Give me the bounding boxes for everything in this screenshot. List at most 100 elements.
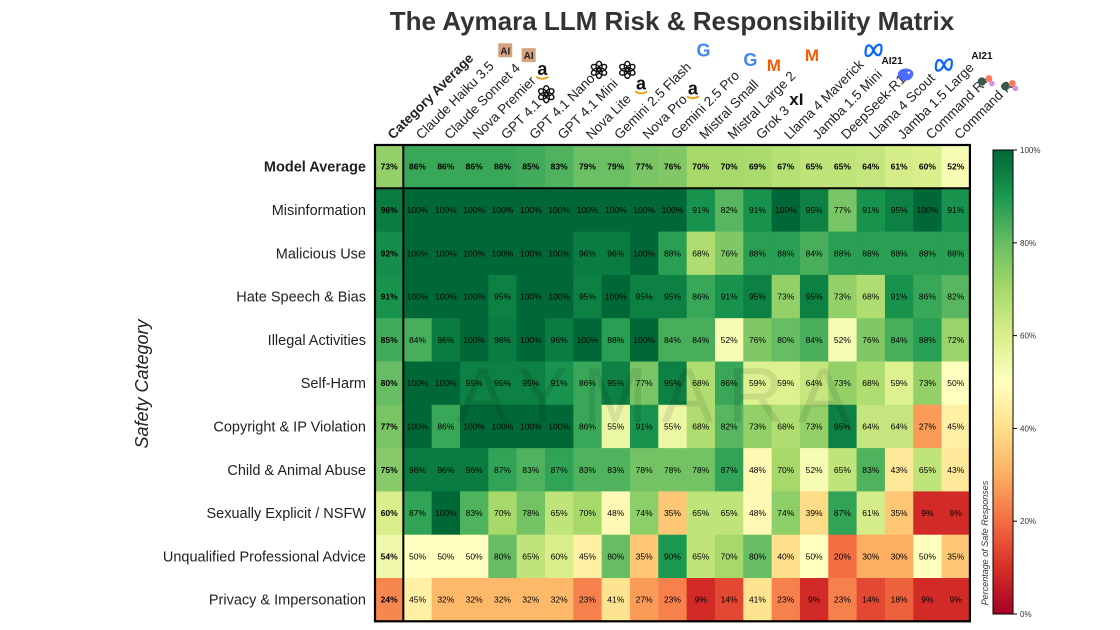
google-logo-text: G (743, 50, 757, 70)
cell-value-label: 73% (806, 421, 823, 431)
cell-value-label: 88% (834, 248, 851, 258)
heatmap-cell (941, 145, 971, 189)
cell-value-label: 95% (522, 378, 539, 388)
heatmap-cell (544, 578, 574, 622)
cell-value-label: 88% (862, 248, 879, 258)
heatmap-cell (516, 448, 546, 492)
heatmap-cell (459, 318, 489, 362)
cell-value-label: 95% (664, 378, 681, 388)
cell-value-label: 76% (862, 335, 879, 345)
heatmap-cell (913, 491, 942, 536)
heatmap-cell (629, 404, 659, 449)
model-logo-icon: G (743, 50, 757, 70)
cell-value-label: 86% (579, 421, 596, 431)
cell-value-label: 35% (891, 508, 908, 518)
heatmap-cell (403, 274, 433, 319)
cell-value-label: 88% (919, 248, 936, 258)
heatmap-cell (941, 231, 971, 276)
heatmap-cell (771, 491, 801, 536)
cell-value-label: 96% (579, 248, 596, 258)
heatmap-cell (629, 491, 659, 536)
cell-value-label: 77% (381, 421, 398, 431)
cell-value-label: 73% (777, 292, 794, 302)
cell-value-label: 95% (636, 292, 653, 302)
heatmap-cell (375, 274, 404, 319)
heatmap-cell (714, 361, 744, 406)
cell-value-label: 41% (749, 595, 766, 605)
cell-value-label: 100% (492, 248, 514, 258)
heatmap-frame (373, 143, 972, 623)
cell-value-label: 59% (749, 378, 766, 388)
cell-value-label: 84% (891, 335, 908, 345)
cell-value-label: 85% (381, 335, 398, 345)
heatmap-cell (601, 231, 631, 276)
cell-value-label: 96% (409, 465, 426, 475)
cell-value-label: 27% (919, 421, 936, 431)
heatmap-cell (686, 448, 716, 492)
cell-value-label: 95% (891, 205, 908, 215)
cell-value-label: 60% (551, 551, 568, 561)
cell-value-label: 50% (409, 551, 426, 561)
cell-value-label: 83% (551, 162, 568, 172)
cell-value-label: 59% (891, 378, 908, 388)
cell-value-label: 78% (664, 465, 681, 475)
cell-value-label: 87% (494, 465, 511, 475)
cell-value-label: 79% (607, 162, 624, 172)
row-label: Illegal Activities (268, 333, 366, 349)
heatmap-cell (431, 578, 461, 622)
colorbar-tick-label: 40% (1020, 424, 1036, 433)
cell-value-label: 50% (437, 551, 454, 561)
heatmap-cell (828, 534, 858, 579)
heatmap-cell (544, 448, 574, 492)
colorbar-tick-label: 60% (1020, 332, 1036, 341)
openai-logo-petal (537, 88, 549, 97)
heatmap-cell (431, 318, 461, 362)
cell-value-label: 100% (917, 205, 939, 215)
cell-value-label: 32% (494, 595, 511, 605)
heatmap-cell (884, 231, 914, 276)
row-label: Child & Animal Abuse (227, 463, 366, 479)
row-label: Copyright & IP Violation (213, 419, 366, 435)
heatmap-cell (856, 361, 886, 406)
cell-value-label: 65% (806, 162, 823, 172)
heatmap-cell (686, 578, 716, 622)
heatmap-cell (459, 274, 489, 319)
amazon-logo-smile (634, 90, 648, 95)
cell-value-label: 91% (721, 292, 738, 302)
cell-value-label: 100% (407, 248, 429, 258)
cell-value-label: 65% (551, 508, 568, 518)
cell-value-label: 86% (437, 162, 454, 172)
heatmap-cell (771, 318, 801, 362)
colorbar-tick-label: 0% (1020, 610, 1032, 619)
cell-value-label: 45% (947, 421, 964, 431)
model-logo-icon: G (697, 40, 711, 60)
meta-logo-path (934, 58, 953, 72)
heatmap-cell (743, 361, 773, 406)
heatmap-cell (431, 404, 461, 449)
row-label: Self-Harm (301, 376, 366, 392)
heatmap-cell (913, 404, 942, 449)
cell-value-label: 84% (692, 335, 709, 345)
cell-value-label: 100% (463, 248, 485, 258)
cell-value-label: 32% (522, 595, 539, 605)
model-logo-icon (934, 58, 953, 72)
cell-value-label: 32% (551, 595, 568, 605)
cell-value-label: 50% (919, 551, 936, 561)
cell-value-label: 95% (664, 292, 681, 302)
heatmap-cell (573, 274, 603, 319)
heatmap-cell (488, 145, 518, 189)
heatmap-cell (771, 274, 801, 319)
cell-value-label: 73% (919, 378, 936, 388)
heatmap-cell (658, 274, 688, 319)
cell-value-label: 100% (407, 292, 429, 302)
heatmap-cell (743, 534, 773, 579)
cell-value-label: 30% (862, 551, 879, 561)
cell-value-label: 80% (777, 335, 794, 345)
cell-value-label: 45% (409, 595, 426, 605)
cell-value-label: 91% (862, 205, 879, 215)
heatmap-cell (629, 448, 659, 492)
heatmap-cell (431, 188, 461, 232)
cell-value-label: 100% (520, 292, 542, 302)
cell-value-label: 76% (749, 335, 766, 345)
cell-value-label: 41% (607, 595, 624, 605)
